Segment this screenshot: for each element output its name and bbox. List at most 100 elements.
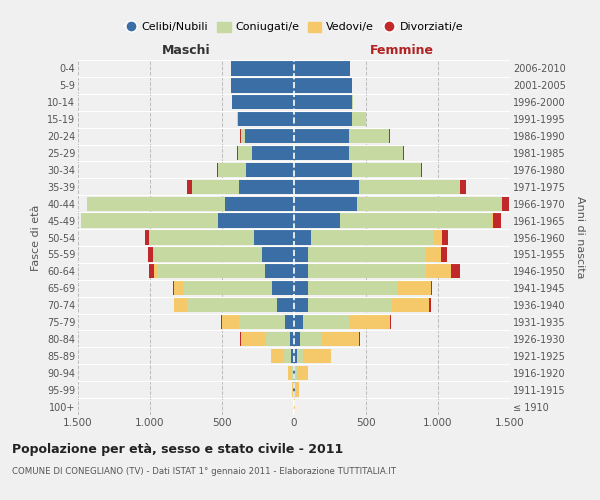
Bar bbox=[421, 162, 422, 177]
Bar bbox=[392, 298, 430, 312]
Bar bbox=[230, 62, 294, 76]
Bar bbox=[294, 298, 308, 312]
Bar bbox=[271, 348, 284, 363]
Bar bbox=[221, 315, 222, 329]
Bar bbox=[222, 315, 239, 329]
Bar bbox=[308, 264, 427, 278]
Bar bbox=[308, 281, 398, 295]
Bar bbox=[284, 348, 291, 363]
Bar bbox=[302, 315, 349, 329]
Bar bbox=[389, 129, 390, 144]
Bar bbox=[431, 281, 432, 295]
Y-axis label: Fasce di età: Fasce di età bbox=[31, 204, 41, 270]
Bar bbox=[154, 247, 262, 262]
Bar bbox=[294, 247, 308, 262]
Bar bbox=[398, 281, 431, 295]
Bar bbox=[358, 196, 502, 211]
Bar bbox=[290, 332, 294, 346]
Bar bbox=[340, 214, 491, 228]
Text: Popolazione per età, sesso e stato civile - 2011: Popolazione per età, sesso e stato civil… bbox=[12, 442, 343, 456]
Bar bbox=[352, 112, 366, 126]
Bar bbox=[349, 129, 389, 144]
Text: COMUNE DI CONEGLIANO (TV) - Dati ISTAT 1° gennaio 2011 - Elaborazione TUTTITALIA: COMUNE DI CONEGLIANO (TV) - Dati ISTAT 1… bbox=[12, 468, 396, 476]
Bar bbox=[287, 366, 291, 380]
Bar bbox=[293, 382, 294, 397]
Bar bbox=[460, 180, 466, 194]
Bar bbox=[322, 332, 359, 346]
Bar bbox=[294, 264, 308, 278]
Bar bbox=[149, 230, 150, 244]
Bar bbox=[192, 180, 239, 194]
Bar bbox=[294, 180, 359, 194]
Bar bbox=[403, 146, 404, 160]
Bar bbox=[349, 146, 403, 160]
Bar bbox=[294, 230, 311, 244]
Bar bbox=[291, 366, 293, 380]
Bar bbox=[294, 348, 297, 363]
Bar bbox=[349, 315, 391, 329]
Bar bbox=[277, 298, 294, 312]
Bar bbox=[265, 264, 294, 278]
Bar bbox=[272, 281, 294, 295]
Bar bbox=[265, 332, 290, 346]
Bar bbox=[502, 196, 509, 211]
Bar bbox=[187, 298, 277, 312]
Bar bbox=[230, 78, 294, 92]
Bar bbox=[217, 162, 218, 177]
Bar bbox=[238, 112, 294, 126]
Bar bbox=[232, 95, 294, 110]
Bar bbox=[81, 214, 218, 228]
Bar bbox=[183, 281, 272, 295]
Bar bbox=[352, 162, 421, 177]
Bar bbox=[451, 264, 460, 278]
Text: Maschi: Maschi bbox=[161, 44, 211, 57]
Bar bbox=[247, 162, 294, 177]
Bar bbox=[308, 247, 427, 262]
Bar bbox=[262, 247, 294, 262]
Bar bbox=[302, 348, 331, 363]
Bar bbox=[238, 146, 252, 160]
Bar bbox=[240, 129, 241, 144]
Bar bbox=[148, 247, 153, 262]
Bar bbox=[297, 366, 308, 380]
Bar bbox=[225, 196, 294, 211]
Bar bbox=[292, 382, 293, 397]
Bar bbox=[294, 214, 340, 228]
Bar bbox=[442, 230, 448, 244]
Text: Femmine: Femmine bbox=[370, 44, 434, 57]
Bar bbox=[175, 298, 187, 312]
Bar bbox=[294, 281, 308, 295]
Bar bbox=[293, 366, 294, 380]
Bar bbox=[175, 281, 183, 295]
Bar bbox=[294, 366, 295, 380]
Bar bbox=[352, 95, 353, 110]
Bar bbox=[295, 366, 297, 380]
Bar bbox=[434, 230, 442, 244]
Bar bbox=[294, 196, 358, 211]
Bar bbox=[294, 382, 295, 397]
Bar bbox=[295, 382, 299, 397]
Bar bbox=[239, 180, 294, 194]
Bar bbox=[157, 264, 265, 278]
Bar bbox=[294, 78, 352, 92]
Bar bbox=[427, 264, 451, 278]
Bar bbox=[294, 400, 295, 413]
Bar bbox=[150, 230, 254, 244]
Bar bbox=[149, 264, 154, 278]
Bar bbox=[245, 129, 294, 144]
Bar bbox=[311, 230, 434, 244]
Bar bbox=[294, 129, 349, 144]
Bar bbox=[218, 162, 247, 177]
Bar bbox=[254, 230, 294, 244]
Bar bbox=[427, 247, 441, 262]
Bar bbox=[86, 196, 225, 211]
Bar bbox=[218, 214, 294, 228]
Bar bbox=[441, 247, 446, 262]
Bar bbox=[294, 62, 350, 76]
Bar bbox=[237, 146, 238, 160]
Bar bbox=[297, 348, 302, 363]
Bar bbox=[294, 95, 352, 110]
Bar bbox=[187, 180, 192, 194]
Bar bbox=[294, 162, 352, 177]
Bar bbox=[294, 146, 349, 160]
